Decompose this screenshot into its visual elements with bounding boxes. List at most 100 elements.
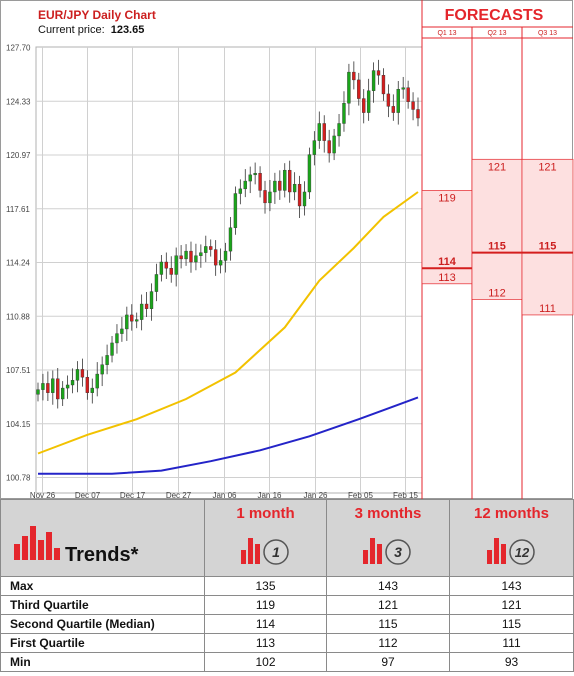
x-tick-label: Dec 17 <box>120 491 146 499</box>
forecast-range: 119 114 113 <box>421 190 473 285</box>
period-label: 3 months <box>354 505 422 522</box>
y-axis-ticks: 127.70 124.33 120.97 117.61 114.24 110.88 107.… <box>6 44 31 483</box>
candle <box>100 356 104 387</box>
forecast-median-label: 114 <box>438 256 457 268</box>
candle <box>416 97 420 127</box>
candle <box>406 80 410 109</box>
candle <box>209 239 213 257</box>
forecast-median-label: 115 <box>539 241 557 253</box>
candle-body <box>411 101 415 110</box>
y-tick-label: 117.61 <box>6 205 30 214</box>
candle-body <box>60 387 65 400</box>
candle <box>184 244 188 266</box>
candle-body <box>218 260 223 266</box>
forecast-box <box>471 158 523 300</box>
current-price-value: 123.65 <box>111 24 145 36</box>
trends-label: Trends* <box>65 544 139 566</box>
candle-body <box>90 387 94 393</box>
candle-body <box>184 250 188 260</box>
candle <box>337 113 341 147</box>
cell-12-months: 93 <box>449 652 574 672</box>
forecast-q3-label: 121 <box>488 161 506 173</box>
candle <box>297 175 302 218</box>
candle-body <box>174 255 178 275</box>
candle <box>154 263 159 302</box>
cell-3-months: 143 <box>326 576 450 596</box>
candle-body <box>135 319 139 322</box>
candle <box>238 179 243 205</box>
candle-body <box>317 123 321 141</box>
candle-body <box>327 140 331 154</box>
forecast-q1-label: 112 <box>488 287 506 299</box>
candle-body <box>337 123 341 137</box>
candle-body <box>357 79 361 99</box>
y-tick-label: 124.33 <box>6 97 31 106</box>
period-badge-icon: 1 <box>240 538 289 565</box>
table-row: First Quartile 113 112 111 <box>0 633 574 653</box>
candle <box>130 304 134 331</box>
candle <box>288 160 292 203</box>
forecast-q1-label: 113 <box>438 272 456 284</box>
y-tick-label: 110.88 <box>6 312 30 321</box>
forecast-median-label: 115 <box>488 241 506 253</box>
candle <box>268 179 272 212</box>
candle-body <box>376 70 381 76</box>
candle-body <box>312 140 317 155</box>
candle-body <box>204 246 208 253</box>
candle-body <box>243 180 247 190</box>
table-row: Min 102 97 93 <box>0 652 574 672</box>
candle <box>273 172 277 204</box>
y-tick-label: 120.97 <box>6 151 31 160</box>
candle <box>80 358 85 387</box>
forecast-q3-label: 119 <box>438 192 456 204</box>
x-tick-label: Jan 26 <box>303 491 328 499</box>
candle <box>228 217 233 261</box>
candle-body <box>149 291 154 309</box>
candle-body <box>292 183 297 193</box>
candle <box>95 362 99 397</box>
candle <box>357 72 361 106</box>
candle <box>164 252 168 279</box>
candle-body <box>406 87 410 102</box>
candle <box>56 368 60 409</box>
candle-body <box>164 261 168 269</box>
candle-body <box>70 380 75 386</box>
period-3-months: 3 months 3 <box>326 499 450 577</box>
period-badge-number: 3 <box>394 544 402 560</box>
candle <box>139 294 144 331</box>
candle <box>110 335 114 363</box>
candle <box>189 241 193 273</box>
candle <box>396 80 400 125</box>
candle <box>149 283 154 321</box>
cell-1-month: 135 <box>204 576 327 596</box>
candle <box>347 63 351 116</box>
candle-body <box>125 314 129 330</box>
cell-1-month: 119 <box>204 595 327 615</box>
cell-3-months: 112 <box>326 633 450 653</box>
table-row: Second Quartile (Median) 114 115 115 <box>0 614 574 634</box>
forecast-column-label: Q3 13 <box>538 30 557 37</box>
row-label: Second Quartile (Median) <box>0 614 205 634</box>
candle-body <box>213 249 218 266</box>
candle <box>376 59 381 85</box>
candle-body <box>278 180 282 191</box>
candle <box>36 382 40 402</box>
candle-body <box>209 246 213 250</box>
candle <box>253 162 257 185</box>
candle-body <box>179 255 183 260</box>
cell-12-months: 111 <box>449 633 574 653</box>
y-tick-label: 104.15 <box>6 420 31 429</box>
candle-body <box>366 90 371 113</box>
candle-body <box>85 376 90 393</box>
candle-body <box>302 191 307 207</box>
period-label: 12 months <box>473 505 549 522</box>
x-tick-label: Jan 06 <box>212 491 237 499</box>
period-badge-number: 12 <box>514 545 529 560</box>
candle <box>302 181 307 216</box>
candle <box>135 312 139 329</box>
candle <box>258 166 262 198</box>
candle <box>317 111 321 149</box>
cell-12-months: 115 <box>449 614 574 634</box>
cell-3-months: 97 <box>326 652 450 672</box>
x-tick-label: Nov 26 <box>30 491 56 499</box>
